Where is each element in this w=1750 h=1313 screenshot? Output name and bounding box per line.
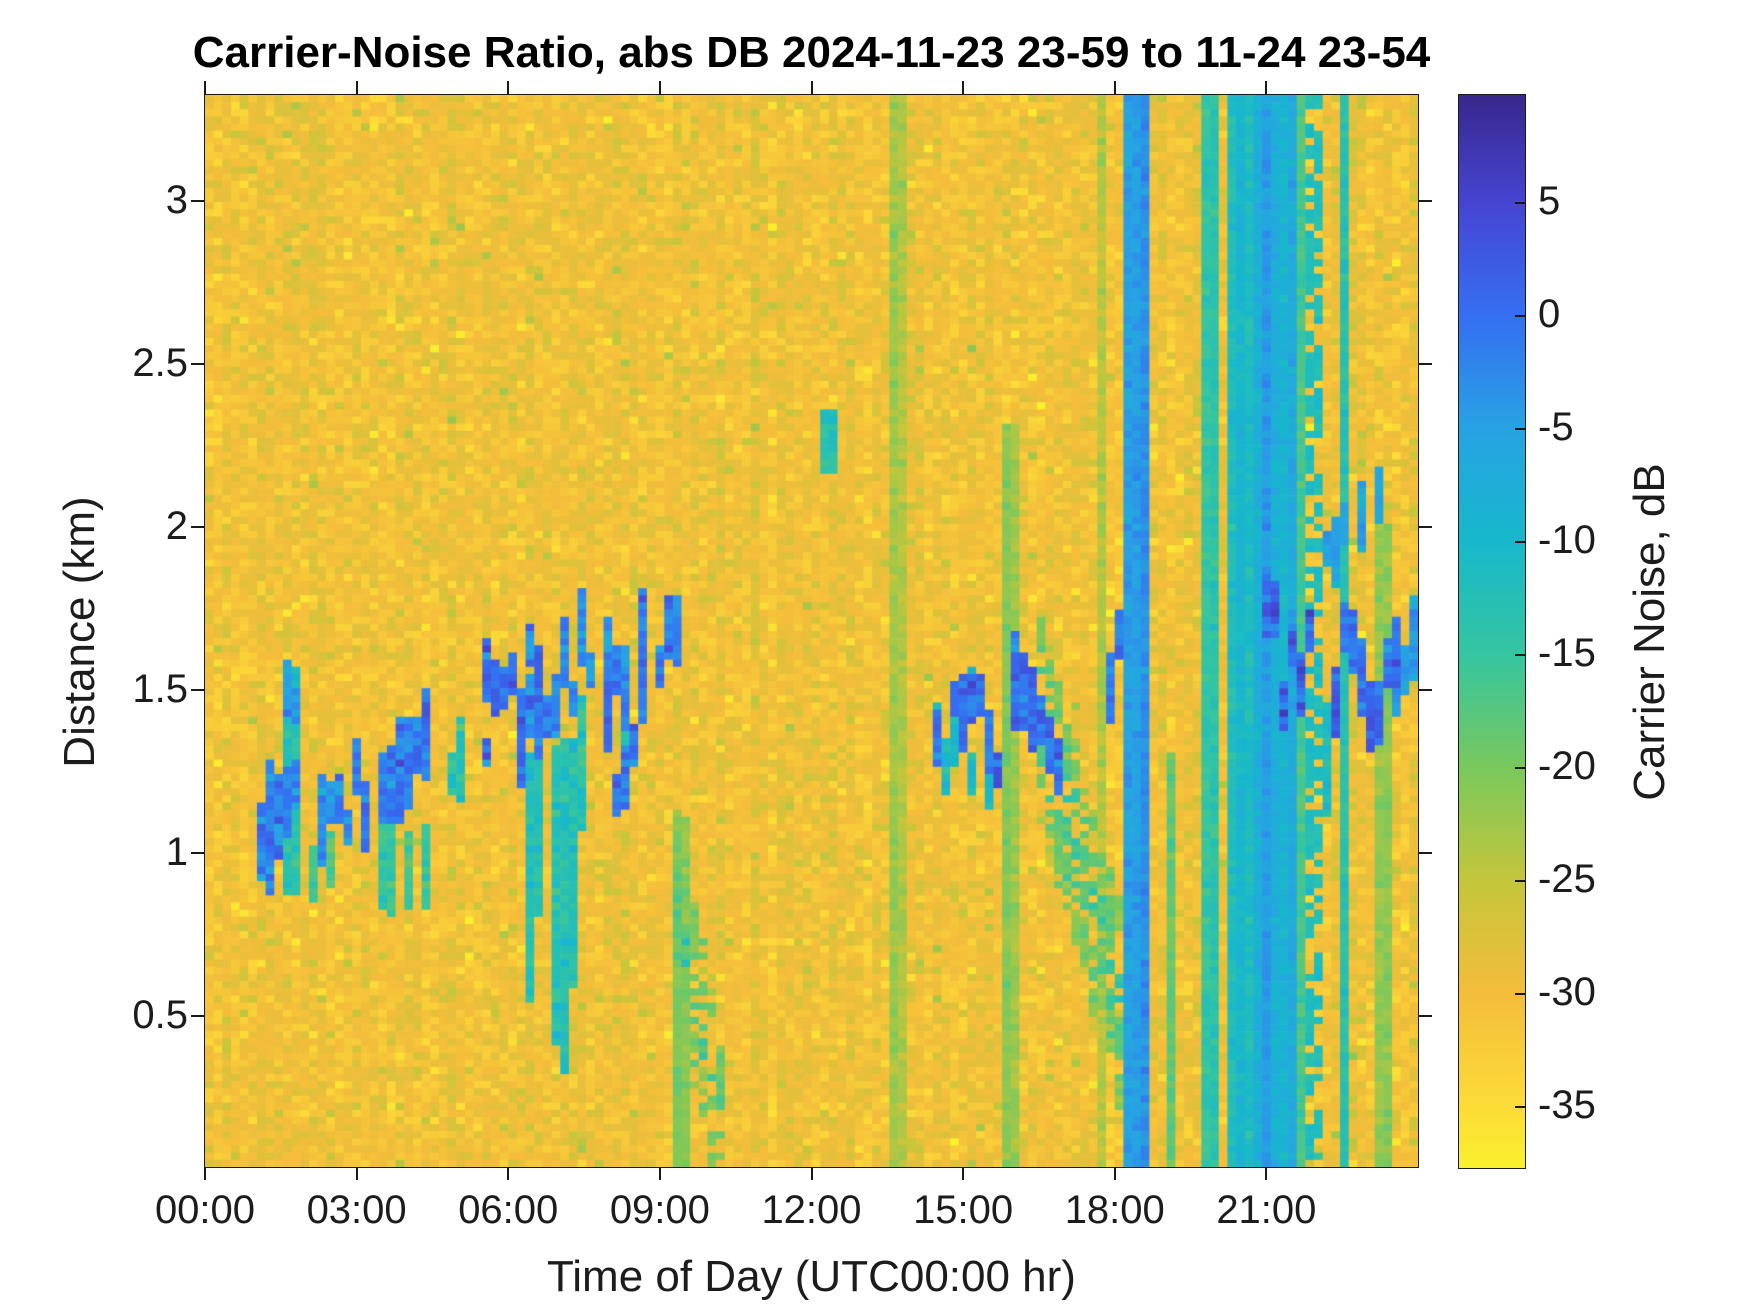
- x-tick-mark: [658, 1167, 661, 1180]
- colorbar-tick-label: -20: [1538, 743, 1596, 788]
- x-tick-mark-top: [507, 81, 510, 94]
- x-tick-mark-top: [658, 81, 661, 94]
- y-tick-mark-right: [1419, 525, 1432, 528]
- y-tick-mark: [191, 525, 204, 528]
- x-tick-label: 06:00: [458, 1188, 559, 1232]
- colorbar-tick-mark: [1515, 992, 1525, 995]
- colorbar-tick-label: -30: [1538, 969, 1596, 1014]
- x-tick-mark: [507, 1167, 510, 1180]
- y-tick-mark: [191, 362, 204, 365]
- x-tick-label: 03:00: [306, 1188, 407, 1232]
- x-tick-mark: [1265, 1167, 1268, 1180]
- colorbar-tick-mark: [1515, 654, 1525, 656]
- x-axis-label: Time of Day (UTC00:00 hr): [547, 1252, 1076, 1301]
- x-tick-mark-top: [962, 81, 965, 94]
- y-tick-mark-right: [1419, 1015, 1432, 1018]
- chart-title: Carrier-Noise Ratio, abs DB 2024-11-23 2…: [192, 28, 1431, 77]
- colorbar: [1458, 94, 1526, 1169]
- heatmap-plot: [204, 94, 1419, 1168]
- y-tick-mark: [191, 689, 204, 691]
- x-tick-mark-top: [355, 81, 358, 94]
- y-tick-mark-right: [1419, 689, 1432, 691]
- x-tick-mark-top: [204, 81, 206, 94]
- y-tick-label: 0.5: [132, 993, 188, 1038]
- x-tick-label: 00:00: [154, 1188, 256, 1232]
- colorbar-tick-label: 5: [1538, 179, 1561, 224]
- y-axis-label: Distance (km): [55, 496, 104, 768]
- y-tick-label: 2: [165, 503, 188, 548]
- colorbar-tick-label: -10: [1538, 518, 1596, 562]
- y-tick-label: 3: [165, 177, 188, 222]
- colorbar-tick-mark: [1515, 428, 1525, 430]
- y-tick-mark-right: [1419, 199, 1432, 202]
- colorbar-tick-label: -25: [1538, 856, 1596, 901]
- x-tick-label: 18:00: [1064, 1188, 1165, 1232]
- y-tick-label: 1: [165, 830, 188, 875]
- x-tick-mark: [810, 1167, 813, 1180]
- colorbar-tick-label: -35: [1538, 1082, 1596, 1127]
- y-tick-mark: [191, 852, 204, 855]
- y-tick-label: 2.5: [132, 340, 188, 385]
- y-tick-mark-right: [1419, 362, 1432, 365]
- colorbar-tick-mark: [1515, 315, 1525, 318]
- colorbar-tick-mark: [1515, 766, 1525, 769]
- y-tick-label: 1.5: [132, 667, 188, 711]
- colorbar-label: Carrier Noise, dB: [1625, 463, 1674, 801]
- x-tick-mark: [204, 1167, 206, 1180]
- colorbar-tick-mark: [1515, 541, 1525, 543]
- colorbar-tick-mark: [1515, 879, 1525, 882]
- x-tick-mark: [1113, 1167, 1116, 1180]
- colorbar-tick-mark: [1515, 202, 1525, 205]
- x-tick-label: 21:00: [1216, 1188, 1317, 1232]
- x-tick-mark-top: [1265, 81, 1268, 94]
- colorbar-tick-label: -5: [1538, 405, 1574, 449]
- x-tick-label: 15:00: [913, 1188, 1014, 1232]
- x-tick-label: 12:00: [761, 1188, 862, 1232]
- y-tick-mark: [191, 199, 204, 202]
- colorbar-tick-label: 0: [1538, 292, 1561, 337]
- x-tick-mark-top: [1113, 81, 1116, 94]
- x-tick-mark: [962, 1167, 965, 1180]
- x-tick-label: 09:00: [609, 1188, 710, 1232]
- x-tick-mark: [355, 1167, 358, 1180]
- colorbar-tick-label: -15: [1538, 631, 1596, 675]
- heatmap-canvas: [205, 95, 1418, 1167]
- colorbar-tick-mark: [1515, 1105, 1525, 1108]
- x-tick-mark-top: [810, 81, 813, 94]
- y-tick-mark: [191, 1015, 204, 1018]
- y-tick-mark-right: [1419, 852, 1432, 855]
